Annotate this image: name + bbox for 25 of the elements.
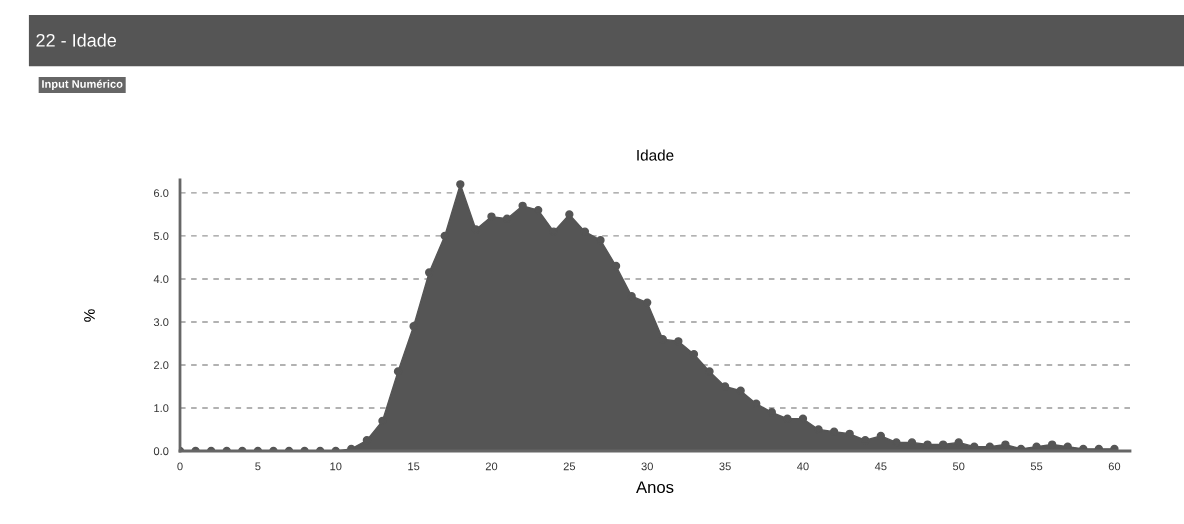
x-tick-label: 50	[952, 462, 965, 471]
x-tick-label: 60	[1108, 462, 1121, 471]
chart-title: Idade	[637, 149, 674, 161]
y-axis-title: %	[84, 309, 95, 322]
x-tick-label: 15	[408, 462, 420, 471]
x-tick-label: 10	[330, 462, 342, 471]
x-tick-label: 30	[641, 462, 653, 471]
x-tick-label: 25	[563, 462, 576, 471]
x-axis-title: Anos	[636, 481, 674, 494]
x-tick-label: 0	[177, 462, 183, 471]
x-tick-label: 40	[797, 462, 809, 471]
y-tick-label: 3.0	[153, 318, 169, 327]
y-tick-label: 2.0	[154, 361, 169, 370]
x-tick-label: 55	[1030, 462, 1043, 471]
x-tick-label: 5	[255, 462, 261, 471]
y-tick-label: 0.0	[153, 447, 169, 456]
y-tick-label: 6.0	[154, 189, 169, 198]
y-tick-label: 1.0	[154, 404, 169, 413]
text: 22 - Idade	[36, 33, 117, 47]
x-tick-label: 20	[485, 462, 498, 471]
x-tick-label: 45	[874, 462, 887, 471]
text: Input Numérico	[42, 79, 123, 91]
x-tick-label: 35	[719, 462, 731, 471]
y-tick-label: 5.0	[153, 232, 169, 241]
y-tick-label: 4.0	[153, 275, 169, 284]
